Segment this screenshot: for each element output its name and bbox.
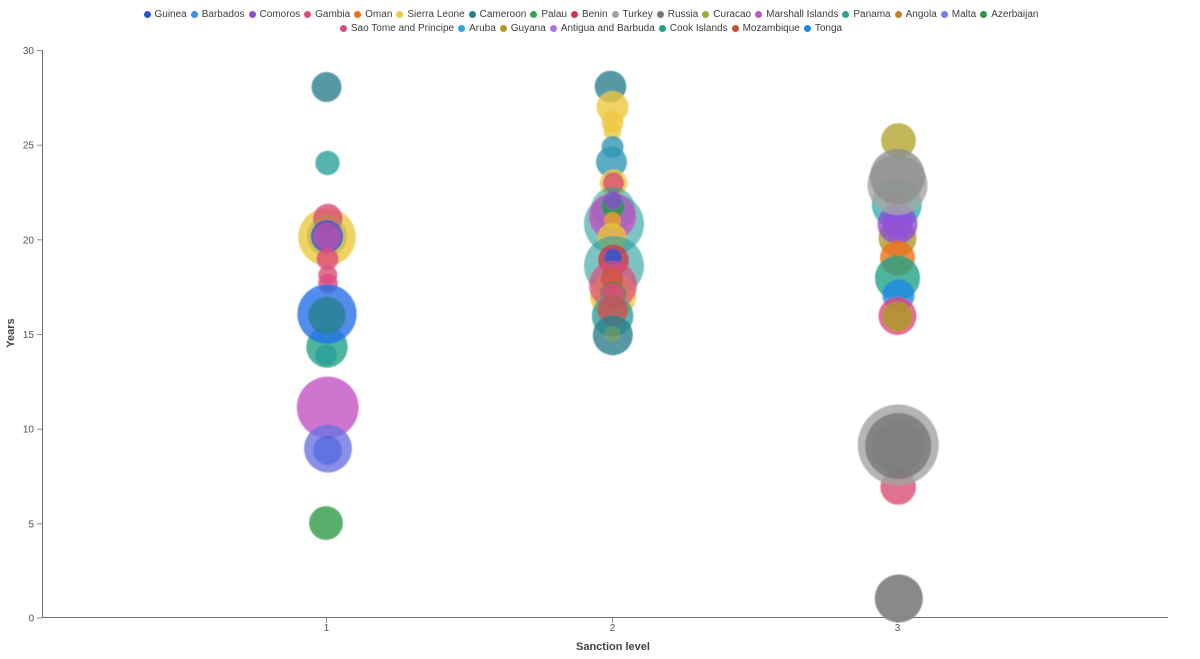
svg-text:15: 15	[23, 330, 35, 341]
svg-text:2: 2	[610, 623, 616, 634]
svg-text:30: 30	[23, 46, 35, 57]
svg-text:1: 1	[324, 623, 330, 634]
svg-text:25: 25	[23, 141, 35, 152]
svg-text:Sanction level: Sanction level	[576, 641, 650, 653]
svg-text:10: 10	[23, 425, 35, 436]
svg-text:5: 5	[28, 519, 34, 530]
svg-text:3: 3	[895, 623, 901, 634]
svg-text:0: 0	[28, 614, 34, 625]
svg-text:20: 20	[23, 235, 35, 246]
svg-text:Years: Years	[5, 318, 17, 347]
